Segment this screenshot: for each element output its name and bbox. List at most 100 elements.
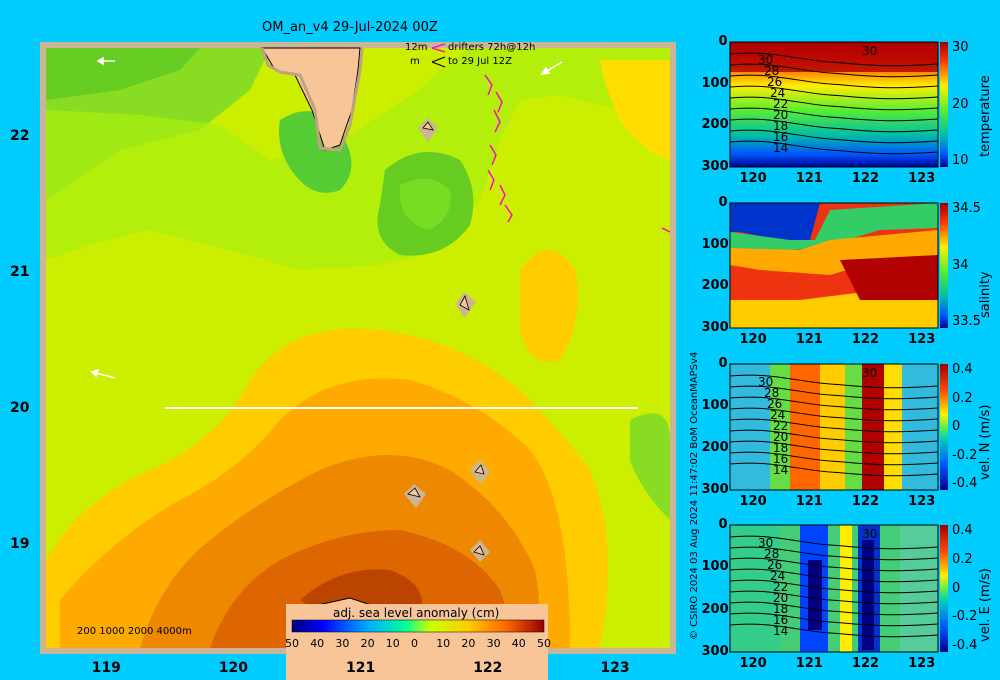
map-panel: [40, 42, 676, 680]
colorbar-tick-label: 34.5: [952, 201, 981, 216]
sla-colorbar-title: adj. sea level anomaly (cm): [333, 606, 500, 620]
contour-label: 30: [758, 53, 774, 67]
section-xtick-label: 122: [851, 656, 880, 671]
sla-colorbar-tick: 40: [310, 637, 325, 650]
vel-e-colorbar: [940, 525, 948, 652]
contour-label: 30: [862, 366, 878, 380]
section-xtick-label: 120: [739, 332, 767, 347]
section-xtick-label: 121: [795, 332, 823, 347]
section-vel-e: [730, 525, 948, 652]
contour-line: [729, 429, 939, 444]
contour-line: [729, 579, 939, 594]
colorbar-tick-label: 30: [952, 40, 969, 55]
section-ytick-label: 100: [701, 75, 729, 91]
contour-line: [729, 546, 939, 561]
section-xtick-label: 120: [739, 494, 767, 509]
map-xtick-label: 123: [600, 660, 630, 676]
contour-label: 30: [862, 44, 878, 58]
sla-colorbar-tick: 50: [537, 637, 551, 650]
section-xtick-label: 123: [908, 332, 936, 347]
contour-label: 18: [773, 119, 789, 133]
contour-label: 14: [773, 624, 789, 638]
contour-label: 16: [773, 130, 789, 144]
contour-label: 30: [758, 536, 774, 550]
map-ytick-label: 19: [10, 536, 30, 553]
contour-line: [729, 385, 939, 400]
contour-line: [729, 612, 939, 627]
drifter-tracks: [484, 74, 671, 233]
map-xtick-label: 122: [473, 660, 503, 676]
contour-label: 28: [764, 386, 780, 400]
sla-colorbar-tick: 30: [335, 637, 350, 650]
bathymetry-legend: 200 1000 2000 4000m: [77, 626, 192, 637]
colorbar-tick-label: 34: [952, 257, 969, 273]
contour-label: 14: [773, 141, 789, 155]
contour-line: [729, 418, 939, 433]
colorbar-tick-label: 20: [952, 96, 969, 112]
section-ytick-label: 100: [701, 236, 729, 252]
contour-label: 18: [773, 602, 789, 616]
section-ytick-label: 100: [701, 559, 729, 575]
contour-label: 14: [773, 463, 789, 477]
map-ytick-label: 22: [10, 128, 30, 145]
section-ytick-label: 300: [701, 482, 729, 497]
sla-colorbar-tick: 0: [411, 637, 418, 650]
contour-label: 24: [770, 86, 786, 100]
contour-label: 20: [773, 591, 789, 605]
contour-label: 16: [773, 452, 789, 466]
contour-line: [729, 557, 939, 572]
colorbar-axis-label: vel. N (m/s): [978, 404, 993, 480]
credit-text: © CSIRO 2024 03 Aug 2024 11:47:02 BoM Oc…: [689, 351, 700, 640]
contour-line: [729, 63, 939, 78]
contour-line: [729, 535, 939, 550]
sla-colorbar: [291, 619, 545, 633]
contour-label: 22: [773, 419, 789, 433]
contour-label: 30: [758, 375, 774, 389]
figure-title: OM_an_v4 29-Jul-2024 00Z: [262, 20, 438, 35]
section-ytick-label: 200: [701, 440, 729, 455]
colorbar-tick-label: 0.4: [952, 362, 973, 377]
colorbar-axis-label: vel. E (m/s): [978, 568, 993, 642]
contour-label: 26: [767, 75, 783, 89]
map-ytick-label: 21: [10, 264, 30, 281]
contour-line: [729, 74, 939, 89]
contour-line: [729, 85, 939, 100]
section-ytick-label: 0: [718, 356, 728, 371]
contour-line: [729, 118, 939, 133]
colorbar-tick-label: -0.2: [952, 447, 978, 463]
drifter-legend-depth: 12m: [405, 42, 428, 53]
contour-line: [729, 440, 939, 455]
colorbar-tick-label: 0.2: [952, 390, 973, 406]
temperature-colorbar: [940, 42, 948, 167]
section-ytick-label: 100: [701, 398, 729, 413]
contour-label: 18: [773, 441, 789, 455]
colorbar-tick-label: 33.5: [952, 314, 981, 329]
section-xtick-label: 123: [908, 656, 936, 671]
section-xtick-label: 123: [908, 171, 936, 186]
colorbar-tick-label: 10: [952, 153, 969, 168]
contour-line: [729, 451, 939, 466]
contour-line: [729, 568, 939, 583]
sla-colorbar-tick: 20: [360, 637, 375, 650]
colorbar-tick-label: 0.4: [952, 523, 973, 538]
sla-colorbar-tick: 40: [511, 637, 526, 650]
contour-label: 22: [773, 580, 789, 594]
section-ytick-label: 200: [701, 601, 729, 617]
section-xtick-label: 120: [739, 656, 767, 671]
contour-label: 24: [770, 408, 786, 422]
contour-label: 20: [773, 108, 789, 122]
colorbar-tick-label: -0.4: [952, 476, 978, 491]
contour-line: [729, 374, 939, 389]
contour-label: 26: [767, 397, 783, 411]
section-xtick-label: 121: [795, 494, 823, 509]
map-xtick-label: 119: [91, 660, 121, 676]
drifter-legend-time: to 29 Jul 12Z: [448, 56, 512, 67]
section-xtick-label: 120: [739, 171, 767, 186]
contour-line: [729, 52, 939, 67]
contour-label: 28: [764, 64, 780, 78]
section-ytick-label: 300: [701, 159, 729, 174]
contour-line: [729, 590, 939, 605]
section-ytick-label: 300: [701, 320, 729, 335]
section-salinity: [730, 203, 948, 328]
